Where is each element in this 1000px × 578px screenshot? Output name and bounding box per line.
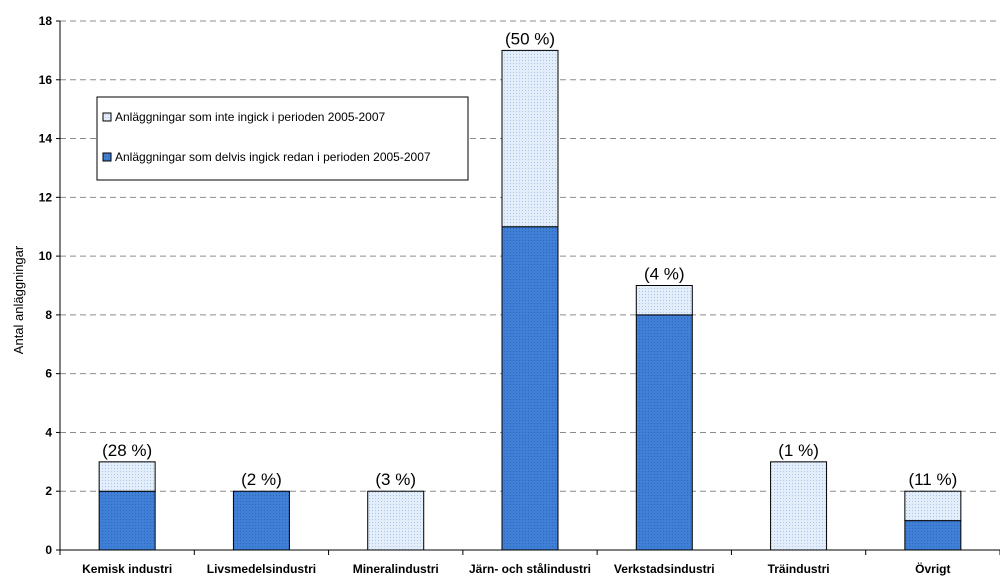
y-tick-label: 8 (45, 308, 52, 322)
legend: Anläggningar som inte ingick i perioden … (96, 96, 469, 181)
x-tick-label: Träindustri (768, 562, 830, 576)
axes: 0 2 4 6 8 10 12 14 16 18 Kemisk industri Livsmedels… (39, 14, 1000, 576)
y-tick-label: 10 (39, 249, 53, 263)
bar-segment (98, 490, 156, 551)
bar-segment (98, 461, 156, 492)
y-tick-label: 0 (45, 543, 52, 557)
bars (98, 49, 962, 551)
percent-label: (2 %) (241, 470, 282, 489)
bar-segment (367, 490, 425, 551)
bar-segment (501, 226, 559, 551)
x-tick-label: Livsmedelsindustri (207, 562, 316, 576)
y-tick-label: 6 (45, 367, 52, 381)
y-tick-label: 16 (39, 73, 53, 87)
y-tick-label: 14 (39, 132, 53, 146)
legend-swatch (102, 112, 112, 122)
percent-label: (11 %) (908, 470, 957, 489)
y-tick-label: 12 (39, 190, 53, 204)
y-tick-label: 2 (45, 484, 52, 498)
y-axis-label: Antal anläggningar (11, 245, 26, 354)
bar-segment (501, 49, 559, 228)
data-labels: (28 %) (2 %) (3 %) (50 %) (4 %) (1 %) (11 %) (102, 29, 957, 489)
bar-segment (904, 520, 962, 551)
x-tick-label: Kemisk industri (82, 562, 172, 576)
bar-segment (904, 490, 962, 522)
x-tick-label: Verkstadsindustri (614, 562, 715, 576)
legend-box (96, 96, 469, 181)
legend-swatch (102, 152, 112, 162)
legend-label: Anläggningar som inte ingick i perioden … (115, 110, 386, 124)
bar-segment (635, 285, 693, 316)
bar-segment (635, 314, 693, 551)
y-tick-label: 4 (45, 425, 52, 439)
percent-label: (3 %) (375, 470, 416, 489)
percent-label: (1 %) (778, 441, 819, 460)
y-tick-label: 18 (39, 14, 53, 28)
bar-segment (770, 461, 828, 551)
x-tick-label: Järn- och stålindustri (469, 562, 591, 576)
legend-label: Anläggningar som delvis ingick redan i p… (115, 150, 431, 164)
percent-label: (4 %) (644, 265, 685, 284)
percent-label: (28 %) (102, 441, 152, 460)
bar-segment (232, 490, 290, 551)
percent-label: (50 %) (505, 29, 555, 48)
x-tick-label: Övrigt (915, 561, 950, 576)
x-tick-label: Mineralindustri (353, 562, 439, 576)
